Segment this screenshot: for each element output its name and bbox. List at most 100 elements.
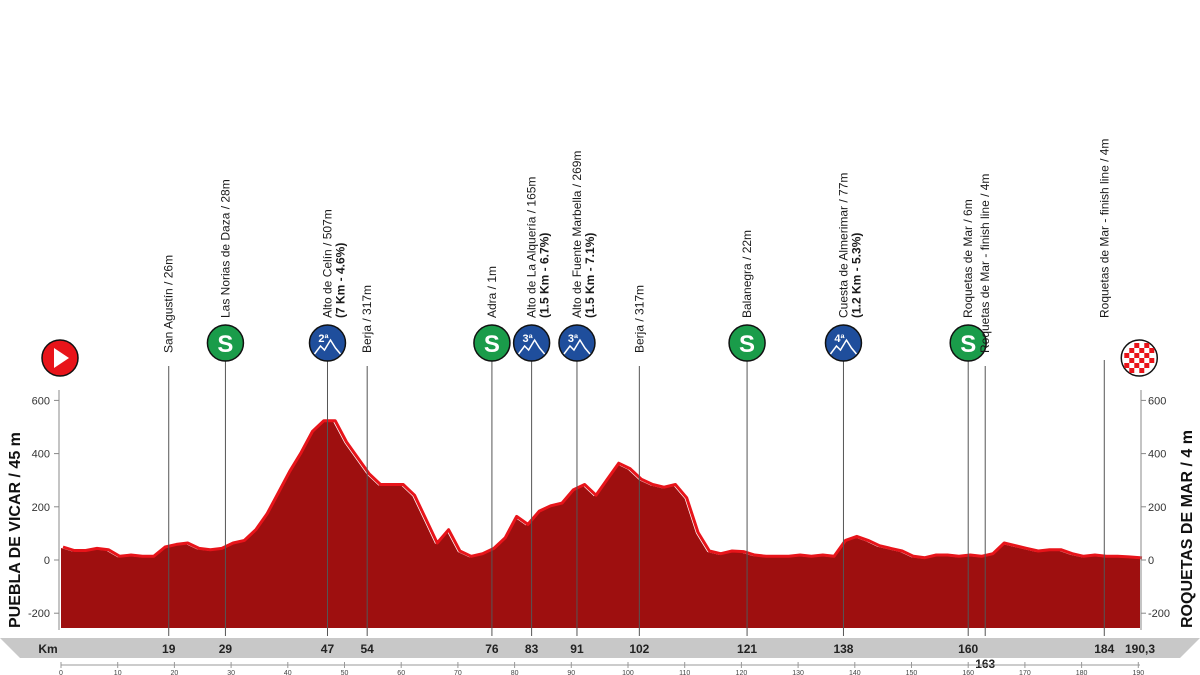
left-y-axis: 600 400 200 0 -200 [28, 390, 60, 630]
sprint-icon [206, 324, 245, 362]
start-play-glyph [54, 348, 69, 368]
km-bar-background [0, 638, 1200, 658]
x-axis-tick-label: 80 [511, 670, 519, 675]
sprint-icon-letter: S [484, 331, 500, 358]
mountain-glyph [518, 338, 546, 355]
left-axis-tick-label: 200 [32, 502, 50, 514]
right-axis-tick-label: -200 [1148, 608, 1170, 620]
x-axis-tick-label: 30 [227, 670, 235, 675]
km-bar-value: 19 [162, 642, 176, 656]
km-bar-value: 54 [361, 642, 375, 656]
finish-checker [1134, 343, 1140, 348]
climb-icon [824, 324, 863, 362]
sprint-icon-letter: S [960, 331, 976, 358]
x-axis-tick-label: 0 [59, 670, 63, 675]
left-axis-tick-label: 600 [32, 395, 50, 407]
x-axis-tick-label: 60 [397, 670, 405, 675]
finish-checker [1134, 353, 1140, 358]
start-marker [41, 339, 79, 377]
km-bar-value: 121 [737, 642, 757, 656]
sprint-icon [949, 324, 987, 362]
climb-category: 2ª [318, 333, 329, 345]
mountain-glyph [563, 338, 591, 355]
km-bar: Km 19 29 47 54 76 83 91 102 121 138 160 184 190,3 [0, 638, 1200, 658]
x-axis-tick-label: 160 [962, 670, 974, 675]
sprint-icon-letter: S [217, 331, 233, 358]
right-axis-tick-label: 0 [1148, 555, 1154, 567]
point-name: Roquetas de Mar / 6m [961, 199, 975, 318]
profile-edge [62, 419, 1143, 560]
km-bar-value: 160 [958, 642, 978, 656]
km-bar-value: 138 [833, 642, 853, 656]
x-axis-tick-label: 140 [849, 670, 861, 675]
right-y-axis: 600 400 200 0 -200 [1140, 390, 1170, 630]
finish-checker [1144, 353, 1150, 358]
mountain-glyph [313, 338, 342, 355]
finish-checker [1129, 368, 1135, 373]
point-name: Adra / 1m [485, 266, 499, 318]
x-axis-tick-label: 150 [906, 670, 918, 675]
km-extra-label: 163 [975, 657, 995, 671]
point-name: Berja / 317m [632, 285, 646, 353]
x-axis-tick-label: 120 [736, 670, 748, 675]
finish-checker [1144, 343, 1150, 348]
x-axis-tick-label: 10 [114, 670, 122, 675]
finish-label: ROQUETAS DE MAR / 4 m [1179, 430, 1196, 628]
x-axis-tick-label: 50 [341, 670, 349, 675]
km-bar-total: 190,3 [1125, 642, 1155, 656]
climb-category: 3ª [523, 333, 534, 345]
point-climb-detail: (1.5 Km - 6.7%) [538, 233, 552, 318]
point-name: Las Norias de Daza / 28m [218, 179, 232, 318]
point-name: Alto de La Alquería / 165m [525, 177, 539, 318]
finish-checker [1124, 363, 1130, 368]
x-axis-tick-label: 110 [679, 670, 690, 675]
finish-checker [1139, 368, 1145, 373]
x-axis-tick-label: 190 [1132, 670, 1144, 675]
km-bar-value: 47 [321, 642, 335, 656]
finish-checker [1134, 363, 1140, 368]
right-axis-tick-label: 600 [1148, 395, 1166, 407]
sprint-icon-letter: S [739, 331, 755, 358]
point-name: Berja / 317m [360, 285, 374, 353]
climb-category: 3ª [568, 333, 579, 345]
left-axis-tick-label: 0 [44, 555, 50, 567]
point-climb-detail: (1.5 Km - 7.1%) [583, 233, 597, 318]
point-name: Alto de Celín / 507m [320, 209, 334, 318]
x-axis-tick-label: 20 [171, 670, 179, 675]
right-axis-tick-label: 200 [1148, 502, 1166, 514]
km-bar-value: 29 [219, 642, 233, 656]
point-name: Roquetas de Mar - finish line / 4m [1097, 139, 1111, 318]
x-axis-tick-label: 70 [454, 670, 462, 675]
x-axis-tick-label: 180 [1076, 670, 1088, 675]
km-bar-value: 91 [570, 642, 584, 656]
left-axis-tick-label: 400 [32, 449, 50, 461]
sprint-icon [473, 324, 511, 362]
finish-checker [1129, 358, 1135, 363]
finish-checker [1144, 363, 1150, 368]
finish-checker [1139, 358, 1145, 363]
finish-checker [1149, 358, 1155, 363]
finish-checker [1124, 353, 1130, 358]
climb-icon [512, 324, 551, 362]
point-name: Cuesta de Almerimar / 77m [836, 173, 850, 318]
start-label: PUEBLA DE VICAR / 45 m [7, 432, 24, 628]
km-bar-value: 184 [1094, 642, 1114, 656]
x-axis: 0 10 20 30 40 50 60 70 80 90 100 110 120 130 140 150 160… [59, 662, 1144, 675]
point-climb-detail: (7 Km - 4.6%) [333, 243, 347, 318]
km-bar-label: Km [38, 642, 57, 656]
x-axis-tick-label: 100 [622, 670, 634, 675]
point-name: Roquetas de Mar - finish line / 4m [978, 174, 992, 353]
left-axis-tick-label: -200 [28, 608, 50, 620]
x-axis-tick-label: 40 [284, 670, 292, 675]
km-bar-value: 102 [629, 642, 649, 656]
sprint-icon [728, 324, 766, 362]
climb-icon [308, 324, 347, 362]
climb-icon [558, 324, 596, 362]
x-axis-tick-label: 90 [567, 670, 575, 675]
point-name: Alto de Fuente Marbella / 269m [570, 151, 584, 318]
x-axis-tick-label: 170 [1019, 670, 1031, 675]
profile-fill [61, 421, 1140, 628]
mountain-glyph [829, 338, 858, 355]
x-axis-tick-label: 130 [792, 670, 804, 675]
